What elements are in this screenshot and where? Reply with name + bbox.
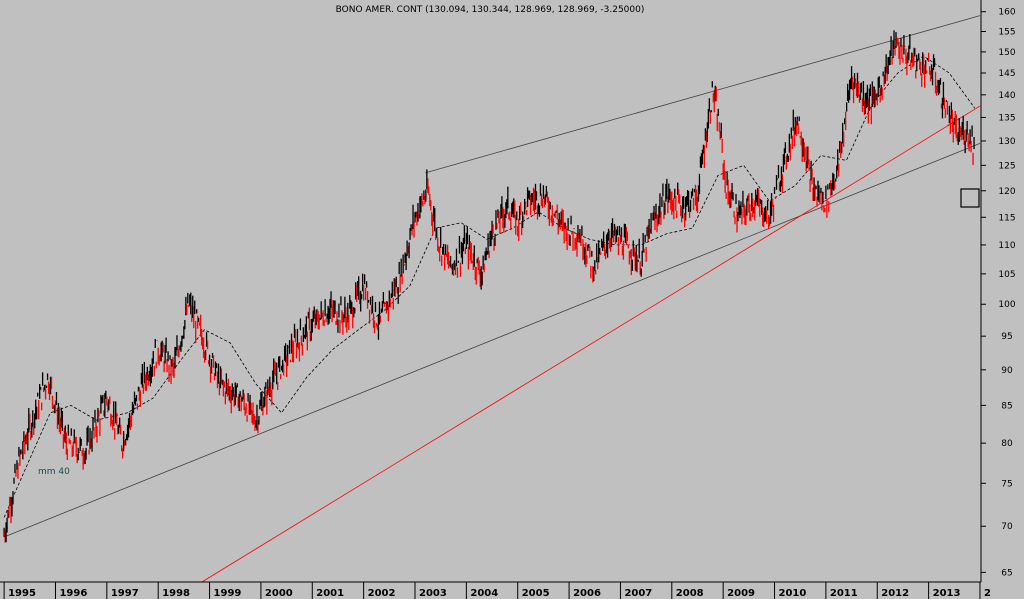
y-tick-label: 115 [998, 213, 1015, 223]
channel-upper-line [425, 15, 981, 174]
x-tick-label: 2012 [881, 588, 909, 599]
y-tick-label: 75 [1001, 479, 1012, 489]
x-tick-label: 2009 [727, 588, 755, 599]
x-tick-label: 2008 [676, 588, 704, 599]
moving-average [3, 55, 976, 518]
y-axis: 65 70 75 80 85 90 95 100 105 110 115 120 125 130 135 14… [981, 8, 1016, 578]
channel-lower-line [3, 142, 981, 538]
y-tick-label: 95 [1001, 332, 1012, 342]
x-tick-label: 2010 [779, 588, 807, 599]
trend-support-line [201, 105, 981, 583]
y-tick-label: 120 [998, 187, 1015, 197]
y-tick-label: 125 [998, 161, 1015, 171]
x-tick-label: 2005 [522, 588, 550, 599]
y-tick-label: 90 [1001, 366, 1013, 376]
x-tick-label: 2011 [830, 588, 858, 599]
y-tick-label: 100 [998, 300, 1015, 310]
x-tick-label: 1995 [8, 588, 36, 599]
y-tick-label: 160 [998, 8, 1015, 18]
x-tick-label: 2004 [470, 588, 498, 599]
y-tick-label: 80 [1001, 439, 1013, 449]
x-tick-label: 2007 [624, 588, 652, 599]
y-tick-label: 150 [998, 48, 1015, 58]
y-tick-label: 65 [1001, 568, 1012, 578]
y-tick-label: 135 [998, 113, 1015, 123]
x-tick-label: 1997 [111, 588, 139, 599]
trend-lines [3, 15, 981, 583]
x-tick-label: 2013 [933, 588, 961, 599]
x-tick-label: 1996 [59, 588, 87, 599]
x-axis: 1995 1996 1997 1998 1999 2000 2001 2002 2003 2004… [3, 582, 991, 599]
ma-label: mm 40 [38, 467, 70, 477]
x-tick-label: 2002 [368, 588, 396, 599]
y-tick-label: 85 [1001, 401, 1012, 411]
price-series [3, 30, 975, 543]
x-tick-label: 2 [984, 588, 991, 599]
x-tick-label: 2006 [573, 588, 601, 599]
x-tick-label: 2000 [265, 588, 293, 599]
y-tick-label: 140 [998, 91, 1015, 101]
y-tick-label: 155 [998, 27, 1015, 37]
y-tick-label: 130 [998, 137, 1015, 147]
marker-box [960, 188, 980, 208]
x-tick-label: 1999 [214, 588, 242, 599]
chart-title: BONO AMER. CONT (130.094, 130.344, 128.9… [336, 5, 645, 15]
y-tick-label: 110 [998, 241, 1015, 251]
y-tick-label: 145 [998, 69, 1015, 79]
y-tick-label: 105 [998, 270, 1015, 280]
x-tick-label: 2001 [316, 588, 344, 599]
x-tick-label: 1998 [162, 588, 190, 599]
x-tick-label: 2003 [419, 588, 447, 599]
ma-line [3, 55, 976, 518]
y-tick-label: 70 [1001, 522, 1013, 532]
